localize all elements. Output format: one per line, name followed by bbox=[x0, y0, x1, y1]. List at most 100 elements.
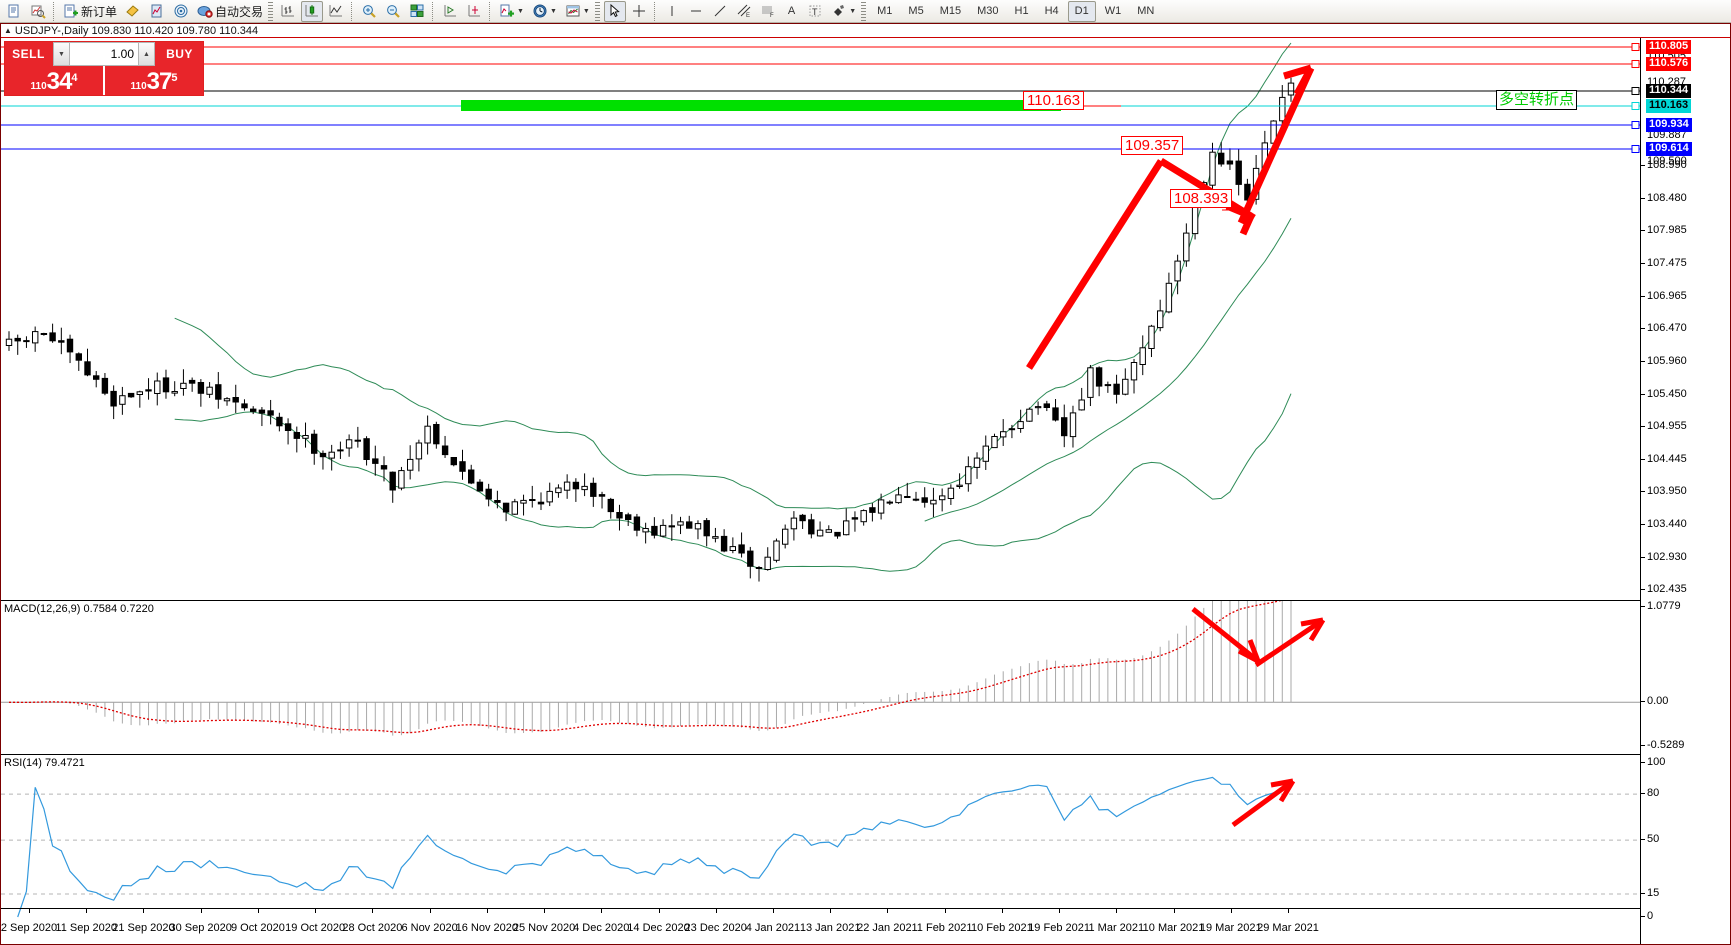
price-scale[interactable]: 108.990 108.480 107.985 107.475 106.965 106.4… bbox=[1640, 38, 1730, 944]
shapes-tool[interactable]: ▼ bbox=[828, 1, 859, 22]
time-tick bbox=[658, 909, 660, 913]
oct-top-row: SELL ▼ 1.00 ▲ BUY bbox=[5, 42, 203, 66]
time-tick-label: 14 Dec 2020 bbox=[627, 922, 690, 934]
fibonacci-tool[interactable]: F bbox=[757, 1, 779, 22]
timeframe-h4[interactable]: H4 bbox=[1044, 5, 1059, 17]
new-order-button[interactable]: 新订单 bbox=[60, 1, 120, 22]
scale-tick bbox=[1641, 164, 1645, 166]
price-tick-label: 109.887 bbox=[1647, 129, 1687, 141]
time-tick-label: 1 Mar 2021 bbox=[1088, 922, 1145, 934]
annot-108393[interactable]: 108.393 bbox=[1170, 189, 1233, 208]
market-watch-icon[interactable] bbox=[27, 1, 49, 22]
time-scale[interactable]: 2 Sep 2020 11 Sep 2020 21 Sep 2020 30 Sep 2… bbox=[1, 908, 1640, 944]
toolbar-separator bbox=[53, 1, 56, 21]
sell-price-button[interactable]: 110 34 4 bbox=[5, 66, 105, 95]
timeframe-m30[interactable]: M30 bbox=[977, 5, 999, 17]
vertical-line-tool[interactable] bbox=[661, 1, 683, 22]
chevron-down-icon[interactable]: ▼ bbox=[849, 7, 857, 15]
annot-turning-point[interactable]: 多空转折点 bbox=[1496, 90, 1578, 110]
autotrading-button[interactable]: 自动交易 bbox=[194, 1, 266, 22]
volume-decrease-button[interactable]: ▼ bbox=[53, 42, 70, 66]
metaeditor-icon[interactable] bbox=[122, 1, 144, 22]
bar-chart-icon[interactable] bbox=[277, 1, 299, 22]
toolbar-separator bbox=[489, 1, 492, 21]
rsi-tick-label: 0 bbox=[1647, 909, 1654, 922]
macd-pane[interactable]: MACD(12,26,9) 0.7584 0.7220 bbox=[1, 600, 1640, 752]
price-level-tag[interactable]: 110.805 bbox=[1646, 40, 1692, 54]
price-tick-label: 102.930 bbox=[1647, 551, 1687, 564]
new-chart-icon[interactable] bbox=[3, 1, 25, 22]
svg-text:T: T bbox=[812, 7, 818, 17]
buy-label[interactable]: BUY bbox=[156, 42, 203, 66]
volume-value[interactable]: 1.00 bbox=[70, 42, 138, 66]
price-level-tag[interactable]: 110.344 bbox=[1646, 84, 1692, 98]
volume-stepper[interactable]: ▼ 1.00 ▲ bbox=[52, 42, 156, 66]
time-tick bbox=[830, 909, 832, 913]
plot-area[interactable]: 110.163 109.357 108.393 多空转折点 MACD(12,26,9)… bbox=[1, 38, 1730, 944]
timeframe-d1[interactable]: D1 bbox=[1067, 0, 1096, 22]
time-tick-label: 28 Oct 2020 bbox=[342, 922, 403, 934]
strategy-tester-icon[interactable] bbox=[146, 1, 168, 22]
time-tick bbox=[887, 909, 889, 913]
zoom-in-button[interactable] bbox=[358, 1, 380, 22]
trendline-tool[interactable] bbox=[709, 1, 731, 22]
timeframe-h1[interactable]: H1 bbox=[1014, 5, 1029, 17]
tile-windows-icon[interactable] bbox=[406, 1, 428, 22]
annot-109357[interactable]: 109.357 bbox=[1121, 136, 1184, 155]
toolbar-grip bbox=[861, 1, 867, 21]
time-tick-label: 9 Oct 2020 bbox=[230, 922, 285, 934]
auto-scroll-icon[interactable] bbox=[463, 1, 485, 22]
annot-110163[interactable]: 110.163 bbox=[1023, 91, 1085, 110]
text-tool[interactable]: A bbox=[787, 5, 796, 17]
macd-tick-label: 0.00 bbox=[1647, 695, 1669, 708]
timeframe-mn[interactable]: MN bbox=[1137, 5, 1155, 17]
timeframe-w1[interactable]: W1 bbox=[1104, 5, 1122, 17]
sell-label[interactable]: SELL bbox=[5, 42, 52, 66]
scale-tick bbox=[1641, 557, 1645, 559]
buy-price-button[interactable]: 110 37 5 bbox=[105, 66, 203, 95]
price-level-tag[interactable]: 110.576 bbox=[1646, 57, 1692, 71]
scale-tick bbox=[1641, 426, 1645, 428]
cursor-tool[interactable] bbox=[603, 0, 626, 22]
equidistant-channel-tool[interactable]: E bbox=[733, 1, 755, 22]
chevron-down-icon[interactable]: ▼ bbox=[517, 7, 524, 15]
time-tick bbox=[257, 909, 259, 913]
macd-chart-canvas[interactable] bbox=[1, 601, 1640, 752]
time-tick-label: 19 Feb 2021 bbox=[1028, 922, 1090, 934]
toolbar-grip bbox=[594, 1, 600, 21]
time-tick-label: 29 Mar 2021 bbox=[1257, 922, 1319, 934]
chevron-down-icon[interactable]: ▼ bbox=[582, 7, 590, 15]
timeframe-m1[interactable]: M1 bbox=[877, 5, 893, 17]
volume-increase-button[interactable]: ▲ bbox=[138, 42, 155, 66]
collapse-icon[interactable]: ▲ bbox=[4, 26, 12, 35]
price-level-tag[interactable]: 109.614 bbox=[1646, 142, 1692, 156]
text-label-tool[interactable]: T bbox=[804, 1, 826, 22]
time-tick bbox=[372, 909, 374, 913]
rsi-chart-canvas[interactable] bbox=[1, 755, 1640, 922]
time-tick bbox=[200, 909, 202, 913]
signals-icon[interactable] bbox=[170, 1, 192, 22]
horizontal-line-tool[interactable] bbox=[685, 1, 707, 22]
periods-icon[interactable]: ▼ bbox=[529, 1, 560, 22]
zoom-out-button[interactable] bbox=[382, 1, 404, 22]
crosshair-tool[interactable] bbox=[628, 1, 650, 22]
price-tick-label: 108.990 bbox=[1647, 158, 1687, 171]
price-tick-label: 107.985 bbox=[1647, 223, 1687, 236]
timeframe-m15[interactable]: M15 bbox=[939, 5, 962, 17]
rsi-pane[interactable]: RSI(14) 79.4721 bbox=[1, 754, 1640, 922]
line-chart-icon[interactable] bbox=[325, 1, 347, 22]
timeframe-group: M1 M5 M15 M30 H1 H4 D1 W1 MN bbox=[869, 0, 1162, 22]
indicators-icon[interactable]: ▼ bbox=[496, 1, 527, 22]
timeframe-m5[interactable]: M5 bbox=[908, 5, 924, 17]
templates-icon[interactable]: ▼ bbox=[562, 1, 593, 22]
price-level-tag[interactable]: 110.163 bbox=[1646, 99, 1692, 113]
time-tick bbox=[1001, 909, 1003, 913]
chart-shift-icon[interactable] bbox=[439, 1, 461, 22]
candlestick-chart-icon[interactable] bbox=[301, 0, 324, 22]
time-tick-label: 1 Feb 2021 bbox=[916, 922, 973, 934]
price-level-tag[interactable]: 109.934 bbox=[1646, 118, 1692, 132]
price-tick-label: 102.435 bbox=[1647, 583, 1687, 596]
price-pane[interactable]: 110.163 109.357 108.393 多空转折点 bbox=[1, 38, 1640, 598]
chevron-down-icon[interactable]: ▼ bbox=[549, 7, 557, 15]
price-chart-canvas[interactable] bbox=[1, 38, 1640, 598]
